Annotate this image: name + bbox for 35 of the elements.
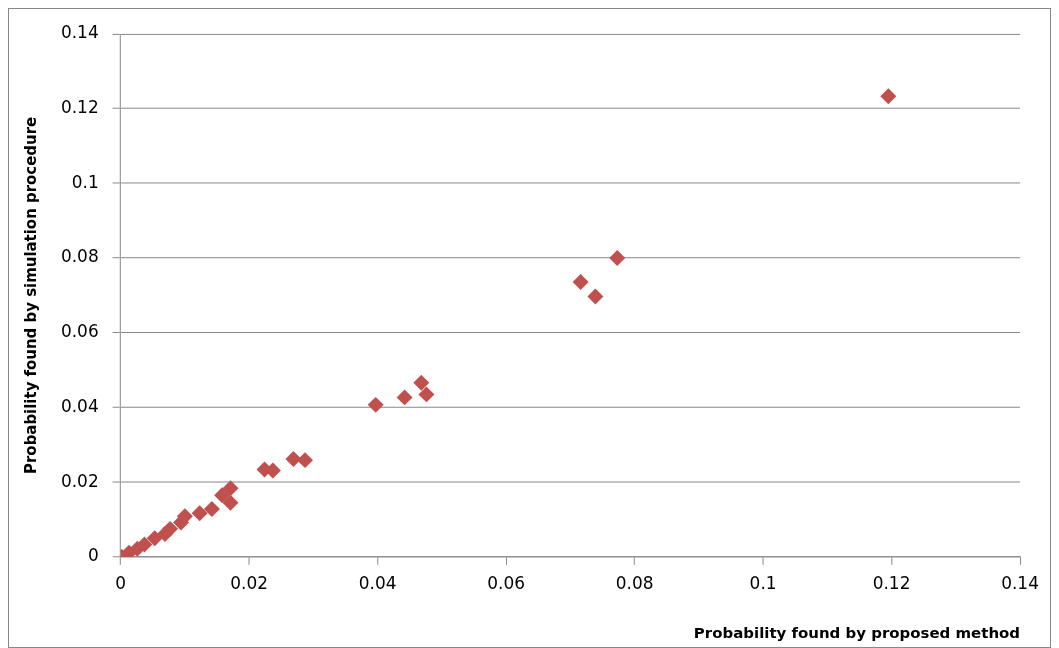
y-tick-label: 0.06: [60, 321, 99, 342]
point: [609, 250, 626, 267]
point: [146, 530, 163, 547]
point: [297, 452, 313, 469]
point: [222, 494, 239, 511]
x-tick-label: 0.14: [1001, 573, 1039, 594]
x-tick-label: 0.1: [749, 573, 777, 594]
point: [418, 386, 435, 403]
point: [367, 396, 384, 413]
point: [413, 374, 430, 391]
point: [285, 451, 302, 467]
x-tick-label: 0.06: [487, 573, 525, 594]
point: [880, 88, 897, 105]
x-tick-label: 0.04: [358, 573, 397, 594]
x-tick-label: 0.12: [872, 573, 911, 594]
x-tick-label: 0.02: [230, 573, 268, 594]
y-tick-label: 0.08: [60, 246, 99, 267]
point: [587, 288, 604, 305]
y-tick-label: 0.12: [60, 97, 99, 118]
y-tick-label: 0.14: [60, 22, 99, 43]
y-axis-title: Probability found by simulation procedure: [21, 116, 40, 474]
y-tick-label: 0.02: [60, 470, 99, 491]
point: [214, 487, 231, 504]
point: [396, 389, 413, 406]
y-tick-label: 0.04: [60, 395, 99, 416]
y-tick-label: 0: [87, 545, 99, 566]
point: [191, 505, 208, 522]
point: [572, 273, 589, 290]
x-tick-label: 0: [115, 573, 127, 594]
point: [222, 480, 239, 497]
y-tick-label: 0.1: [71, 171, 99, 192]
x-tick-label: 0.08: [615, 573, 654, 594]
point: [156, 526, 173, 543]
point: [203, 501, 220, 518]
x-axis-title: Probability found by proposed method: [693, 623, 1021, 642]
